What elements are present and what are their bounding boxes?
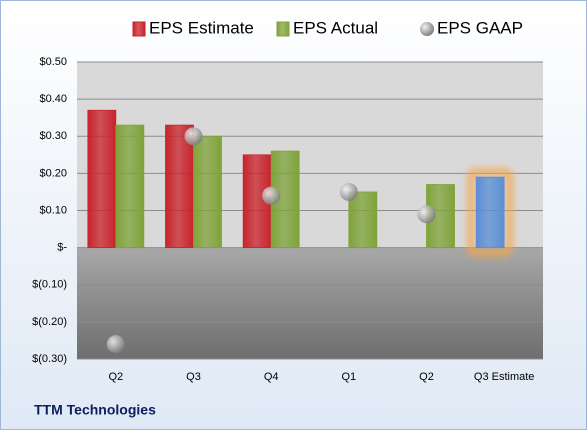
y-tick-label: $0.20 <box>39 167 67 179</box>
bar <box>348 191 378 249</box>
legend-label: EPS Estimate <box>149 18 254 37</box>
y-tick-label: $0.30 <box>39 130 67 142</box>
legend-label: EPS GAAP <box>437 18 523 37</box>
y-tick-label: $0.50 <box>39 56 67 68</box>
y-tick-label: $- <box>57 242 67 254</box>
point <box>417 205 436 224</box>
bar <box>115 124 145 249</box>
y-tick-label: $(0.30) <box>32 353 67 365</box>
x-tick-label: Q2 <box>108 371 123 383</box>
point <box>184 127 203 146</box>
y-tick-label: $(0.10) <box>32 279 67 291</box>
point <box>339 182 358 201</box>
y-tick-label: $(0.20) <box>32 316 67 328</box>
y-tick-label: $0.40 <box>39 93 67 105</box>
bar <box>165 124 194 249</box>
legend-label: EPS Actual <box>293 18 378 37</box>
point <box>262 186 281 205</box>
legend-marker <box>276 21 290 37</box>
legend-marker <box>420 22 434 36</box>
bar <box>475 176 505 249</box>
bar <box>193 135 222 249</box>
x-tick-label: Q1 <box>341 371 356 383</box>
bar <box>87 109 117 249</box>
plot-area-positive <box>77 62 543 248</box>
x-tick-label: Q2 <box>419 371 434 383</box>
x-tick-label: Q3 <box>186 371 201 383</box>
chart-title: TTM Technologies <box>34 402 156 418</box>
legend-marker <box>132 21 146 37</box>
y-tick-label: $0.10 <box>39 204 67 216</box>
point <box>106 335 125 354</box>
x-tick-label: Q4 <box>264 371 279 383</box>
bar-highlight <box>468 169 513 256</box>
x-tick-label: Q3 Estimate <box>474 371 535 383</box>
plot-area-negative <box>77 247 543 359</box>
